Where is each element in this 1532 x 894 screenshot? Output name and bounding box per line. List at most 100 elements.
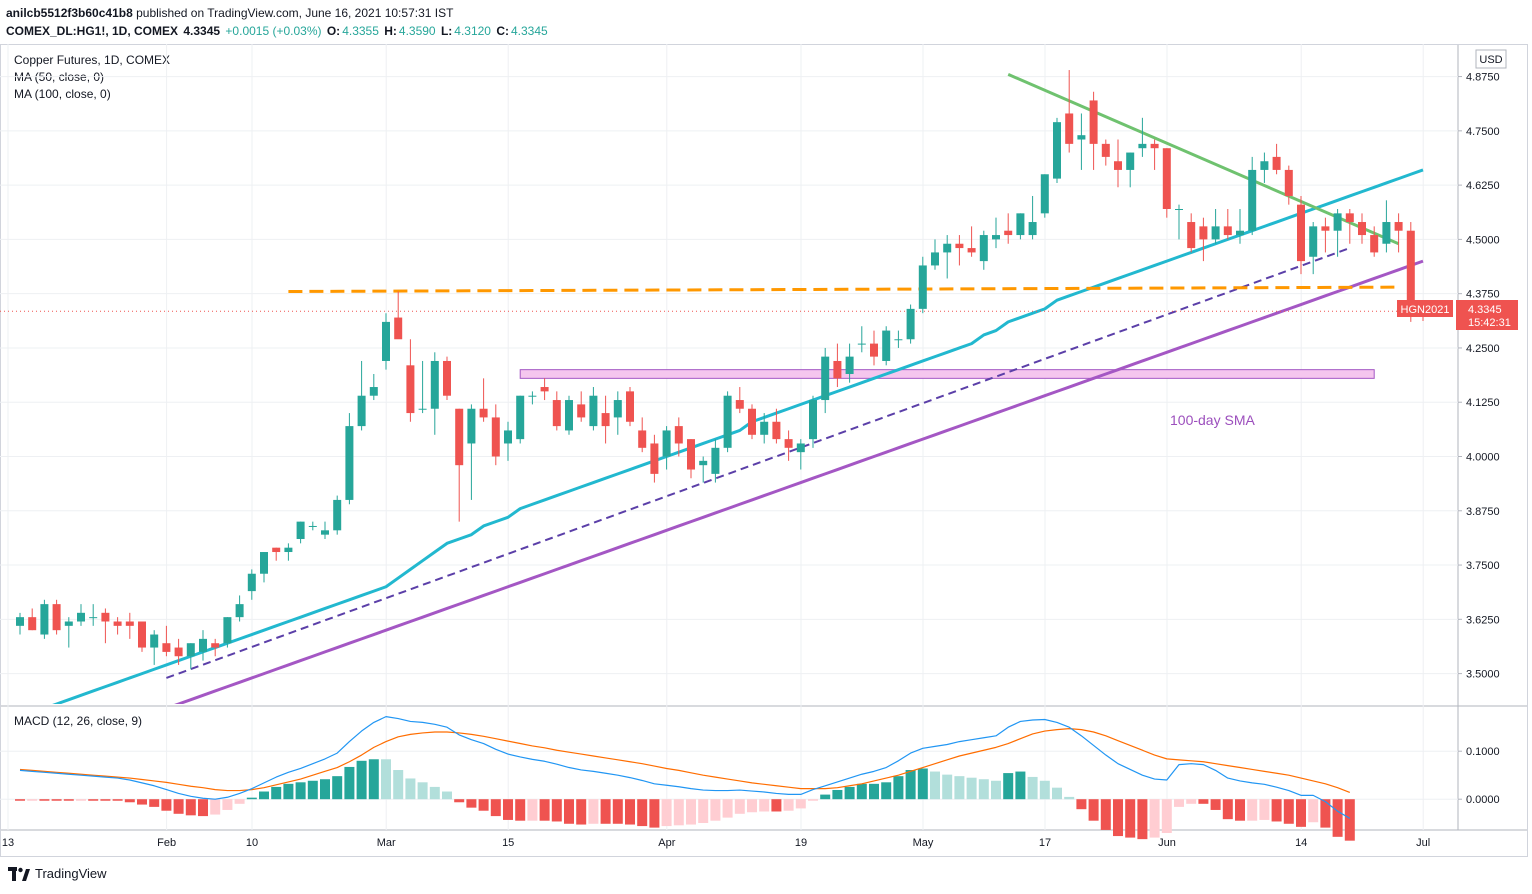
macd-histogram-bar xyxy=(222,799,233,810)
macd-histogram-bar xyxy=(417,782,428,800)
candle-body xyxy=(28,617,37,631)
candle-body xyxy=(601,413,610,427)
ma-clip-group xyxy=(52,168,1424,704)
candle-body xyxy=(1028,222,1037,236)
candle-body xyxy=(760,421,769,435)
candle-body xyxy=(882,330,891,361)
macd-histogram-bar xyxy=(1247,799,1258,821)
macd-histogram-bar xyxy=(820,794,831,800)
price-tick-label: 3.7500 xyxy=(1466,560,1500,572)
macd-histogram-bar xyxy=(490,799,501,817)
grid-lines xyxy=(0,44,1528,857)
time-tick-label: 14 xyxy=(1295,837,1307,849)
candle-body xyxy=(528,395,537,397)
candles xyxy=(16,70,1427,670)
candle-body xyxy=(626,391,634,422)
macd-histogram-bar xyxy=(1064,796,1075,800)
candle-body xyxy=(845,356,854,374)
macd-histogram-bar xyxy=(271,786,282,800)
macd-histogram-bar xyxy=(1320,799,1331,828)
candle-body xyxy=(1260,161,1269,170)
macd-histogram-bar xyxy=(795,799,806,809)
candle-body xyxy=(101,612,110,622)
macd-signal-line xyxy=(19,728,1351,794)
macd-histogram-bar xyxy=(783,799,794,811)
macd-histogram-bar xyxy=(1296,799,1306,827)
candle-body xyxy=(735,400,744,409)
chart-canvas[interactable]: 3.5000 3.6250 3.7500 3.8750 4.0000 4.1250 4.25… xyxy=(0,0,1532,862)
macd-tick-label: 0.0000 xyxy=(1466,794,1500,806)
macd-histogram-bar xyxy=(1271,799,1282,822)
candle-body xyxy=(1382,222,1391,244)
footer-brand[interactable]: TradingView xyxy=(35,866,107,881)
candle-body xyxy=(430,360,439,409)
macd-histogram-bar xyxy=(88,799,99,801)
macd-histogram-bar xyxy=(734,799,745,814)
candle-body xyxy=(138,621,146,648)
sma-annotation: 100-day SMA xyxy=(1170,412,1255,428)
symbol-label: COMEX_DL:HG1!, 1D, COMEX xyxy=(6,24,179,38)
candle-body xyxy=(1162,148,1171,209)
candle-body xyxy=(382,321,390,361)
macd-histogram-bar xyxy=(1174,799,1184,807)
macd-histogram-bar xyxy=(1113,799,1123,837)
macd-histogram-bar xyxy=(185,799,196,816)
high-label: H: xyxy=(384,24,397,38)
time-tick-label: 10 xyxy=(246,837,258,849)
candle-body xyxy=(211,643,220,648)
candle-body xyxy=(1089,100,1098,144)
macd-histogram-bar xyxy=(576,799,587,825)
macd-histogram-bar xyxy=(1344,799,1355,841)
candle-body xyxy=(1394,222,1403,231)
macd-histogram-bar xyxy=(1149,799,1160,838)
candle-body xyxy=(809,400,817,440)
macd-histogram-bar xyxy=(112,799,123,801)
macd-histogram-bar xyxy=(832,789,843,800)
candle-body xyxy=(394,317,403,340)
candle-body xyxy=(589,395,598,427)
macd-histogram-bar xyxy=(1015,771,1026,800)
time-tick-label: Apr xyxy=(658,837,675,849)
legend-ma100[interactable]: MA (100, close, 0) xyxy=(14,87,111,101)
candle-body xyxy=(418,408,427,410)
candle-body xyxy=(1053,122,1061,179)
candle-body xyxy=(284,547,293,553)
macd-histogram-bar xyxy=(1210,799,1221,810)
tradingview-logo-icon[interactable] xyxy=(8,866,30,881)
candle-body xyxy=(1199,226,1208,240)
candle-body xyxy=(516,395,525,440)
macd-histogram-bar xyxy=(661,799,672,827)
macd-histogram-bar xyxy=(320,779,330,800)
chart-header: anilcb5512f3b60c41b8 published on Tradin… xyxy=(6,4,550,40)
candle-body xyxy=(918,265,927,309)
candle-body xyxy=(357,395,366,427)
publisher-name[interactable]: anilcb5512f3b60c41b8 xyxy=(6,6,133,20)
macd-histogram-bar xyxy=(942,774,953,800)
price-tag-current: 4.3345 15:42:31 xyxy=(1456,300,1518,330)
candle-body xyxy=(540,387,549,392)
macd-histogram-bar xyxy=(686,799,696,825)
candle-body xyxy=(1175,209,1183,210)
macd-histogram-bar xyxy=(405,778,416,800)
macd-histogram-bar xyxy=(551,799,562,822)
currency-box: USD xyxy=(1475,49,1507,69)
candle-body xyxy=(577,404,586,418)
candle-body xyxy=(406,365,415,414)
macd-histogram-bar xyxy=(1283,799,1294,824)
candle-body xyxy=(796,443,805,453)
price-tick-label: 3.6250 xyxy=(1466,614,1500,626)
macd-histogram-bar xyxy=(808,799,818,801)
candle-body xyxy=(1370,235,1379,253)
candle-body xyxy=(1297,204,1305,262)
candle-body xyxy=(1272,156,1281,170)
candle-body xyxy=(1358,222,1366,236)
macd-histogram-bar xyxy=(1088,799,1099,821)
macd-histogram-bar xyxy=(893,776,904,800)
macd-legend[interactable]: MACD (12, 26, close, 9) xyxy=(14,714,143,728)
candle-body xyxy=(260,552,268,574)
candle-body xyxy=(613,400,622,418)
macd-histogram-bar xyxy=(698,799,709,824)
macd-histogram-bar xyxy=(210,799,221,815)
open-label: O: xyxy=(326,24,341,38)
candle-body xyxy=(662,430,671,457)
